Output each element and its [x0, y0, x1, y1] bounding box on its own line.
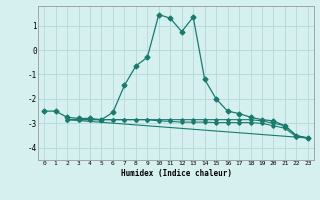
X-axis label: Humidex (Indice chaleur): Humidex (Indice chaleur) [121, 169, 231, 178]
